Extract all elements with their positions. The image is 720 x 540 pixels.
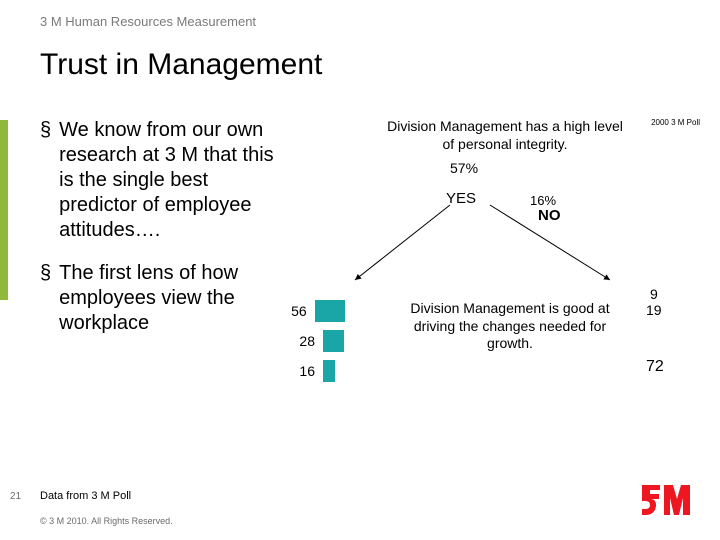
bar-rect [323, 330, 344, 352]
question-2-text: Division Management is good at driving t… [390, 300, 630, 353]
copyright: © 3 M 2010. All Rights Reserved. [40, 516, 173, 526]
q2-num-a: 9 [650, 286, 658, 302]
poll-tag: 2000 3 M Poll [651, 118, 700, 127]
logo-3m [642, 485, 696, 520]
bar-row: 28 [285, 330, 345, 352]
bullet-text: We know from our own research at 3 M tha… [59, 118, 290, 243]
accent-bar [0, 120, 8, 300]
bar-chart: 56 28 16 [285, 300, 345, 390]
bar-value: 28 [285, 333, 315, 349]
bar-value: 16 [285, 363, 315, 379]
q2-num-c: 72 [646, 358, 664, 376]
bar-rect [315, 300, 345, 322]
bullet-item: § The first lens of how employees view t… [40, 261, 290, 336]
q1-yes-pct: 57% [450, 160, 478, 176]
page-title: Trust in Management [40, 48, 322, 82]
q2-num-b: 19 [646, 302, 662, 318]
bullet-list: § We know from our own research at 3 M t… [40, 118, 290, 354]
q1-no-pct: 16% [530, 193, 556, 208]
bar-row: 56 [285, 300, 345, 322]
footnote: Data from 3 M Poll [40, 490, 131, 502]
header-label: 3 M Human Resources Measurement [40, 14, 256, 29]
bullet-marker: § [40, 261, 51, 336]
bar-rect [323, 360, 335, 382]
page-number: 21 [10, 491, 21, 502]
bar-value: 56 [285, 303, 307, 319]
bar-row: 16 [285, 360, 345, 382]
bullet-marker: § [40, 118, 51, 243]
bullet-text: The first lens of how employees view the… [59, 261, 290, 336]
question-1-text: Division Management has a high level of … [380, 118, 630, 153]
q1-no-label: NO [538, 207, 561, 224]
bullet-item: § We know from our own research at 3 M t… [40, 118, 290, 243]
q1-yes-label: YES [446, 190, 476, 207]
